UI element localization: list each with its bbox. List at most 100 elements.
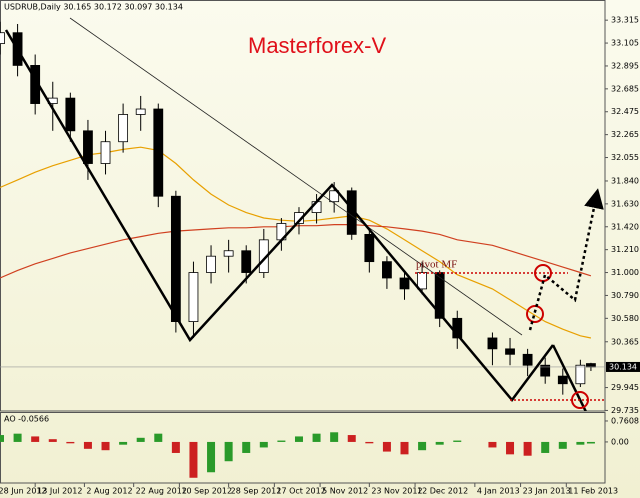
y-tick-label: 30.580	[611, 314, 639, 323]
candle-body	[399, 277, 410, 290]
y-tick-label: 31.000	[611, 268, 639, 277]
candle-body	[241, 250, 252, 273]
ao-bar	[0, 435, 4, 442]
y-tick-label: 30.365	[611, 337, 639, 346]
ao-panel	[0, 412, 606, 484]
y-tick-label: 31.210	[611, 245, 639, 254]
candle-body	[487, 337, 498, 350]
y-tick-label: 32.475	[611, 107, 639, 116]
candle-body	[83, 130, 93, 164]
ao-bar	[119, 441, 128, 445]
x-tick-label: 28 Jun 2012	[0, 487, 47, 496]
annotation: pivot MF	[416, 259, 457, 271]
x-tick-label: 5 Nov 2012	[322, 487, 368, 496]
ao-bar	[400, 441, 409, 455]
y-tick-label: 33.105	[611, 39, 639, 48]
y-tick-label: 31.840	[611, 176, 639, 185]
ao-bar	[418, 441, 427, 451]
y-tick-label: 29.735	[611, 406, 639, 415]
ao-bar	[541, 441, 550, 453]
y-tick-label: 32.265	[611, 130, 639, 139]
candle-body	[575, 364, 586, 385]
ao-bar	[586, 441, 595, 444]
x-tick-label: 11 Feb 2013	[568, 487, 618, 496]
ao-bar	[189, 441, 198, 478]
forecast-arrow	[551, 344, 587, 411]
candle-body	[153, 108, 164, 197]
candle-body	[522, 353, 533, 366]
ao-bar	[242, 441, 251, 453]
y-tick-label: 0.7608	[611, 416, 639, 425]
y-tick-label: 31.630	[611, 199, 639, 208]
candle-body	[364, 233, 375, 263]
ao-bar	[277, 440, 286, 442]
circle-marker	[526, 305, 544, 323]
ao-bar	[224, 441, 233, 462]
candle-body	[557, 375, 568, 385]
circle-marker	[571, 391, 589, 409]
indicator-title: AO -0.0566	[4, 415, 49, 424]
candle-body	[65, 97, 76, 132]
ao-bar	[365, 441, 374, 444]
x-tick-label: 10 Sep 2012	[181, 487, 232, 496]
ao-bar	[154, 433, 163, 442]
y-tick-label: 32.685	[611, 84, 639, 93]
x-tick-label: 28 Sep 2012	[231, 487, 282, 496]
ao-bar	[136, 437, 145, 442]
axes: 33.315 33.105 32.895 32.685 32.475 32.265 32.0…	[0, 16, 640, 496]
candle-body	[505, 348, 515, 355]
x-tick-label: 22 Aug 2012	[136, 487, 187, 496]
ao-bar	[171, 441, 180, 453]
ao-bar	[66, 441, 75, 444]
ao-bar	[382, 441, 391, 452]
candle-body	[329, 190, 340, 203]
moving-average	[0, 224, 592, 279]
y-tick-label: 32.055	[611, 153, 639, 162]
ao-plot	[0, 432, 595, 478]
x-tick-label: 2 Aug 2012	[86, 487, 132, 496]
last-price-label: 30.134	[609, 362, 637, 371]
candle-body	[170, 195, 181, 323]
ao-bar	[207, 441, 216, 473]
ao-bar	[576, 441, 585, 445]
ao-bar	[330, 432, 339, 442]
y-tick-label: 0.00	[611, 437, 629, 446]
moving-average	[0, 146, 592, 339]
x-tick-label: 17 Oct 2012	[276, 487, 325, 496]
ao-bar	[488, 441, 497, 448]
candle-body	[223, 250, 234, 257]
y-tick-label: 32.895	[611, 61, 639, 70]
zigzag	[4, 29, 555, 403]
x-tick-label: 13 Jul 2012	[37, 487, 82, 496]
x-tick-label: 4 Jan 2013	[477, 487, 520, 496]
ao-bar	[435, 441, 444, 445]
chart-title: USDRUB,Daily 30.165 30.172 30.097 30.134	[4, 3, 183, 12]
ao-bar	[101, 441, 110, 451]
candle-body	[382, 261, 392, 279]
candle-body	[417, 272, 427, 290]
ao-bar	[83, 441, 92, 449]
ao-bar	[259, 441, 268, 448]
y-tick-label: 31.420	[611, 222, 639, 231]
trend-line	[69, 17, 523, 336]
ao-bar	[312, 433, 321, 442]
y-tick-label: 30.790	[611, 291, 639, 300]
analysis-drawings	[4, 17, 604, 411]
candle-body	[206, 255, 216, 273]
annotation: Masterforex-V	[248, 33, 386, 58]
candle-body	[188, 272, 199, 323]
y-tick-label: 33.315	[611, 16, 639, 25]
ao-bar	[347, 435, 356, 442]
x-tick-label: 23 Jan 2013	[523, 487, 571, 496]
x-tick-label: 12 Dec 2012	[417, 487, 468, 496]
candle-body	[586, 363, 596, 368]
ao-bar	[13, 433, 22, 442]
ao-bar	[31, 436, 40, 442]
candle-body	[0, 32, 5, 45]
candle-body	[294, 212, 304, 224]
ao-bar	[558, 441, 567, 449]
x-tick-label: 23 Nov 2012	[371, 487, 422, 496]
main-panel	[0, 0, 606, 412]
